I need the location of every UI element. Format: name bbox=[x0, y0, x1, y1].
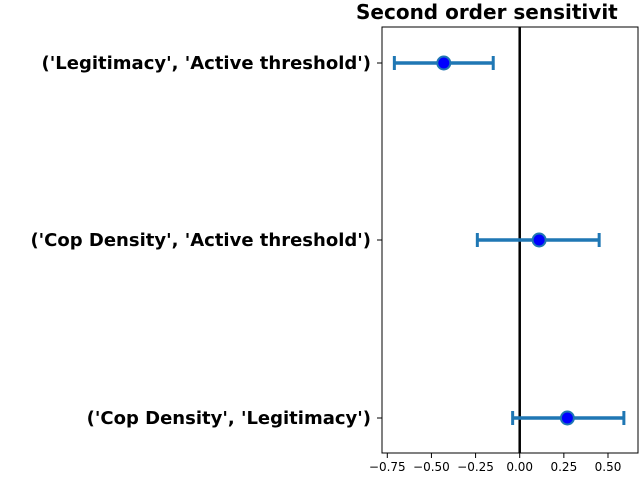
x-tick-label: 0.50 bbox=[595, 460, 622, 474]
x-tick-label: −0.50 bbox=[413, 460, 450, 474]
y-tick-label: ('Cop Density', 'Active threshold') bbox=[30, 230, 371, 251]
x-tick-label: −0.25 bbox=[457, 460, 494, 474]
data-point bbox=[531, 232, 547, 248]
x-tick-label: 0.00 bbox=[506, 460, 533, 474]
plot-area: ('Legitimacy', 'Active threshold') ('Cop … bbox=[30, 27, 626, 474]
chart-title: Second order sensitivit bbox=[356, 0, 618, 24]
x-tick-label: −0.75 bbox=[369, 460, 406, 474]
y-tick-label: ('Cop Density', 'Legitimacy') bbox=[87, 408, 371, 429]
x-tick-label: 0.25 bbox=[550, 460, 577, 474]
data-point bbox=[559, 410, 575, 426]
y-tick-label: ('Legitimacy', 'Active threshold') bbox=[42, 53, 371, 74]
axes-frame bbox=[381, 26, 639, 454]
data-point bbox=[436, 55, 452, 71]
